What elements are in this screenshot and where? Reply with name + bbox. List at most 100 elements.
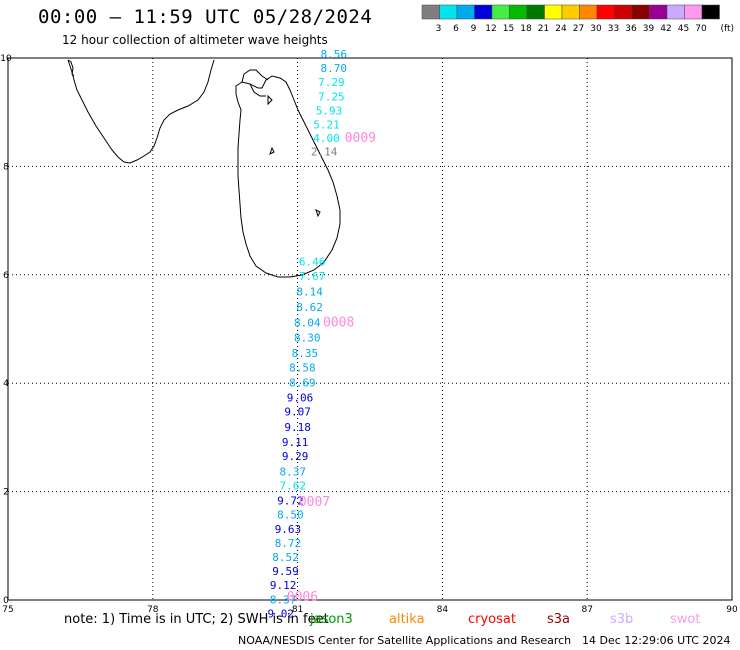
y-tick-label: 6 [3,271,9,281]
wave-height-value: 9.63 [275,523,302,536]
sri-lanka-coastline [235,75,341,278]
wave-height-value: 8.72 [275,537,302,550]
wave-height-value: 8.52 [272,551,299,564]
wave-height-value: 9.11 [282,436,309,449]
legend-label: 30 [590,24,602,34]
legend-swatch [596,4,615,20]
x-tick-label: 78 [147,605,159,615]
satellite-cryosat: cryosat [468,612,516,627]
legend-unit: (ft) [721,24,735,34]
wave-height-value: 8.58 [289,361,316,374]
legend-swatch [439,4,458,20]
legend-swatch [491,4,510,20]
satellite-s3b: s3b [610,612,634,627]
legend-label: 9 [471,24,477,34]
legend-label: 6 [453,24,459,34]
legend-swatch [544,4,563,20]
x-tick-label: 81 [292,605,303,615]
wave-height-value: 7.67 [299,270,326,283]
x-tick-label: 87 [581,605,592,615]
legend-label: 45 [678,24,689,34]
y-tick-label: 4 [3,379,9,389]
wave-height-value: 8.69 [289,376,316,389]
legend-swatch [421,4,440,20]
pass-id-label: 0009 [345,131,376,146]
track-0006: 8.379.02 0006 [267,590,318,620]
legend-label: 18 [520,24,532,34]
wave-height-value: 7.62 [280,479,307,492]
satellite-s3a: s3a [547,612,571,627]
legend-swatch [649,4,668,20]
satellite-jason3: jason3 [310,612,353,627]
small-island [267,94,321,218]
legend-swatch [666,4,685,20]
india-coastline [67,59,215,164]
track-0009: 8.568.707.297.255.935.214.002.14 0009 [311,48,376,159]
wave-height-value: 6.46 [299,256,326,269]
footnote: note: 1) Time is in UTC; 2) SWH is in fe… [64,612,329,627]
wave-height-value: 8.50 [277,509,304,522]
x-tick-label: 75 [2,605,13,615]
pass-id-label: 0006 [287,590,318,605]
wave-height-value: 8.35 [292,347,319,360]
satellite-key: jason3 altika cryosat s3a s3b swot [0,612,740,630]
generated-timestamp: 14 Dec 12:29:06 UTC 2024 [582,634,731,647]
x-tick-label: 84 [437,605,449,615]
wave-height-value: 9.59 [272,565,299,578]
track-0007: 8.509.638.728.529.599.12 0007 [270,495,330,592]
wave-height-value: 8.04 [294,316,321,329]
satellite-swot: swot [670,612,701,627]
wave-height-value: 9.29 [282,450,309,463]
legend-swatch [509,4,528,20]
legend-swatch [701,4,720,20]
satellite-altika: altika [389,612,425,627]
wave-height-value: 9.07 [284,406,311,419]
y-tick-label: 2 [3,488,9,498]
legend-label: 12 [485,24,496,34]
wave-height-value: 7.25 [318,90,345,103]
credit-line: NOAA/NESDIS Center for Satellite Applica… [238,634,572,647]
wave-height-value: 8.37 [270,593,297,606]
legend-swatch [684,4,703,20]
wave-height-value: 2.14 [311,146,338,159]
wave-height-value: 8.37 [280,465,307,478]
wave-height-value: 9.72 [277,495,304,508]
legend-swatch [614,4,633,20]
color-legend: 3 6 9 12 15 18 21 24 27 30 33 36 39 42 45 70 (ft) [421,4,735,34]
legend-label: 70 [695,24,707,34]
map-frame [7,57,733,601]
wave-height-value: 8.56 [321,48,348,61]
legend-swatch [474,4,493,20]
legend-swatch [579,4,598,20]
track-0008: 6.467.67 8.14 8.62 8.04 8.30 8.358.58 8.69 9.06… [277,256,354,508]
legend-swatch [561,4,580,20]
pass-id-label: 0007 [299,495,330,510]
legend-label: 24 [555,24,567,34]
legend-label: 3 [436,24,442,34]
wave-height-value: 5.21 [313,118,340,131]
wave-height-value: 7.29 [318,76,345,89]
legend-label: 36 [625,24,637,34]
y-tick-label: 0 [3,596,9,606]
y-tick-label: 8 [3,162,9,172]
wave-height-value: 8.70 [321,62,348,75]
plot-border [7,57,733,601]
wave-height-value: 9.12 [270,579,297,592]
wave-height-value: 4.00 [313,132,340,145]
wave-height-value: 8.62 [296,301,323,314]
x-tick-label: 90 [726,605,738,615]
wave-height-value: 8.14 [296,285,323,298]
map-subtitle: 12 hour collection of altimeter wave hei… [62,33,328,47]
india-coast-inlet [67,59,75,77]
legend-swatch [631,4,650,20]
wave-height-value: 9.02 [267,607,294,620]
legend-label: 39 [643,24,655,34]
legend-swatch [456,4,475,20]
legend-label: 42 [660,24,671,34]
y-tick-label: 10 [0,54,12,64]
legend-label: 15 [503,24,514,34]
altimeter-tracks: 8.568.707.297.255.935.214.002.14 0009 6.46… [267,48,376,620]
jaffna-coast [241,69,269,97]
wave-height-value: 8.30 [294,331,321,344]
